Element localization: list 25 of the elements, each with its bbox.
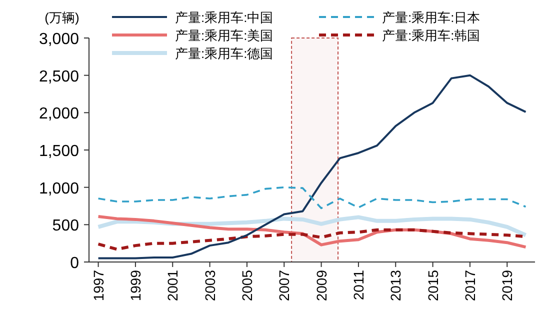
legend-label: 产量:乘用车:德国 (175, 46, 274, 61)
x-tick-label: 2015 (424, 270, 441, 302)
y-tick-label: 1,500 (38, 143, 80, 160)
y-tick-label: 2,000 (38, 106, 80, 123)
x-tick-label: 2017 (462, 270, 478, 302)
x-tick-label: 2007 (276, 270, 292, 302)
legend-label: 产量:乘用车:美国 (175, 28, 274, 43)
x-tick-label: 2001 (164, 270, 181, 302)
y-axis-title: (万辆) (44, 10, 80, 25)
y-tick-label: 0 (70, 255, 80, 272)
y-tick-label: 1,000 (38, 180, 80, 198)
y-tick-label: 500 (52, 218, 80, 235)
x-tick-label: 2011 (350, 270, 366, 300)
x-tick-label: 1999 (127, 270, 144, 302)
legend-label: 产量:乘用车:韩国 (382, 28, 480, 43)
x-tick-label: 2009 (313, 270, 330, 302)
x-tick-label: 1997 (90, 270, 106, 302)
y-tick-label: 3,000 (38, 31, 80, 48)
x-tick-label: 2013 (388, 270, 404, 302)
x-tick-label: 2019 (499, 270, 516, 302)
x-tick-label: 2003 (202, 270, 218, 302)
y-tick-label: 2,500 (38, 68, 80, 86)
legend-label: 产量:乘用车:日本 (382, 10, 480, 25)
legend-label: 产量:乘用车:中国 (175, 10, 274, 25)
x-tick-label: 2005 (238, 270, 255, 302)
